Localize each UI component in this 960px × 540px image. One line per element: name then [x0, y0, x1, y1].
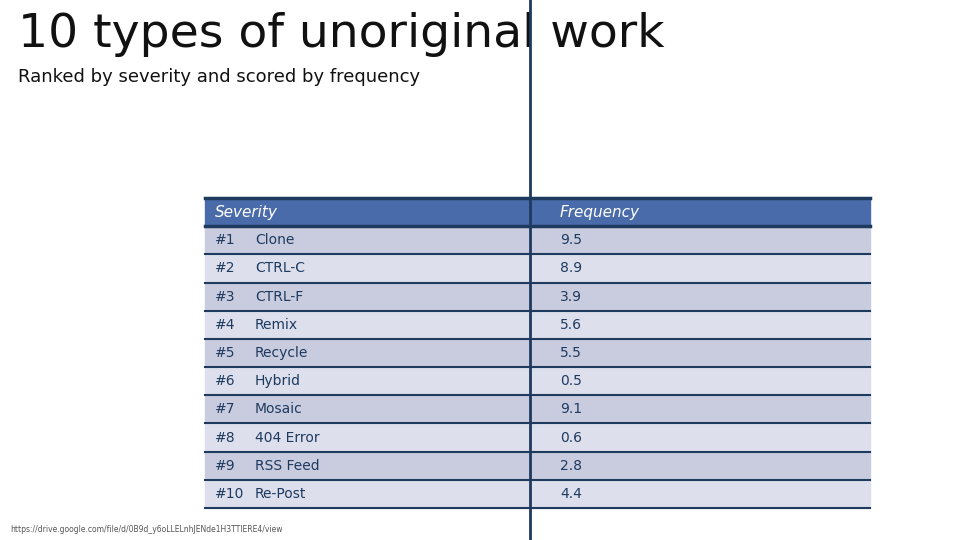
Bar: [530, 451, 870, 480]
Text: #7: #7: [215, 402, 235, 416]
Bar: [205, 451, 530, 480]
Text: 5.5: 5.5: [560, 346, 582, 360]
Bar: [530, 339, 870, 367]
Bar: [530, 395, 870, 423]
Text: 0.6: 0.6: [560, 430, 582, 444]
Bar: [530, 226, 870, 254]
Bar: [530, 480, 870, 508]
Text: #1: #1: [215, 233, 235, 247]
Bar: [530, 310, 870, 339]
Text: #4: #4: [215, 318, 235, 332]
Text: Recycle: Recycle: [255, 346, 308, 360]
Bar: [205, 254, 530, 282]
Text: CTRL-C: CTRL-C: [255, 261, 305, 275]
Text: 404 Error: 404 Error: [255, 430, 320, 444]
Bar: [205, 423, 530, 451]
Bar: [205, 339, 530, 367]
Text: 4.4: 4.4: [560, 487, 582, 501]
Bar: [530, 254, 870, 282]
Text: #5: #5: [215, 346, 235, 360]
Text: Ranked by severity and scored by frequency: Ranked by severity and scored by frequen…: [18, 68, 420, 86]
Text: https://drive.google.com/file/d/0B9d_y6oLLELnhJENde1H3TTlERE4/view: https://drive.google.com/file/d/0B9d_y6o…: [10, 525, 282, 534]
Text: Mosaic: Mosaic: [255, 402, 302, 416]
Text: #9: #9: [215, 458, 235, 472]
Bar: [530, 282, 870, 310]
Text: 3.9: 3.9: [560, 289, 582, 303]
Text: Clone: Clone: [255, 233, 295, 247]
Text: 0.5: 0.5: [560, 374, 582, 388]
Bar: [205, 395, 530, 423]
Text: 9.1: 9.1: [560, 402, 582, 416]
Text: 8.9: 8.9: [560, 261, 582, 275]
Text: Frequency: Frequency: [560, 205, 640, 220]
Bar: [205, 480, 530, 508]
Text: CTRL-F: CTRL-F: [255, 289, 303, 303]
Text: #10: #10: [215, 487, 245, 501]
Bar: [205, 282, 530, 310]
Bar: [530, 423, 870, 451]
Bar: [205, 310, 530, 339]
Bar: [205, 226, 530, 254]
Text: #6: #6: [215, 374, 235, 388]
Text: Hybrid: Hybrid: [255, 374, 301, 388]
Bar: [530, 198, 870, 226]
Text: 9.5: 9.5: [560, 233, 582, 247]
Text: 5.6: 5.6: [560, 318, 582, 332]
Bar: [205, 367, 530, 395]
Text: #3: #3: [215, 289, 235, 303]
Text: RSS Feed: RSS Feed: [255, 458, 320, 472]
Text: #2: #2: [215, 261, 235, 275]
Bar: [530, 367, 870, 395]
Text: Re-Post: Re-Post: [255, 487, 306, 501]
Text: 10 types of unoriginal work: 10 types of unoriginal work: [18, 12, 664, 57]
Text: #8: #8: [215, 430, 235, 444]
Text: Remix: Remix: [255, 318, 299, 332]
Bar: [205, 198, 530, 226]
Text: 2.8: 2.8: [560, 458, 582, 472]
Text: Severity: Severity: [215, 205, 277, 220]
